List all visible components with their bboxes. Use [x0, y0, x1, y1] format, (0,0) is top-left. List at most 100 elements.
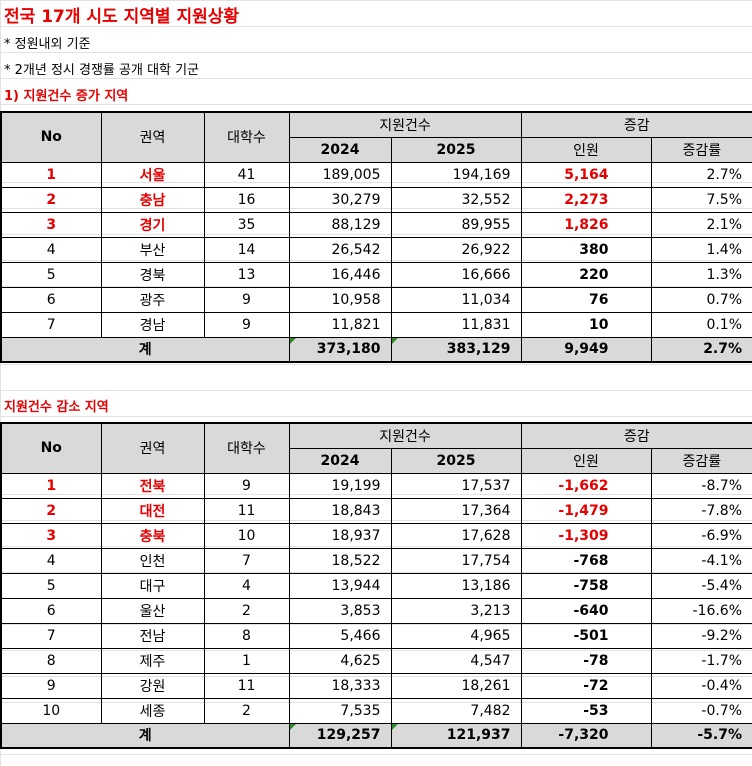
header-no: No	[0, 111, 102, 163]
cell-people: 5,164	[520, 161, 652, 188]
cell-people: 10	[520, 311, 652, 338]
cell-region: 충남	[100, 186, 205, 213]
total-label: 계	[0, 722, 290, 749]
cell-2024: 5,466	[288, 622, 392, 649]
cell-univ: 7	[203, 547, 290, 574]
cell-univ: 16	[203, 186, 290, 213]
total-row: 계 373,180 383,129 9,949 2.7%	[0, 336, 752, 363]
cell-rate: 2.1%	[650, 211, 752, 238]
total-2025: 383,129	[390, 336, 522, 363]
cell-people: 380	[520, 236, 652, 263]
header-apps: 지원건수	[288, 111, 522, 138]
cell-region: 대구	[100, 572, 205, 599]
table-row: 8 제주 1 4,625 4,547 -78 -1.7%	[0, 647, 752, 674]
cell-people: -501	[520, 622, 652, 649]
cell-univ: 9	[203, 311, 290, 338]
cell-2025: 89,955	[390, 211, 522, 238]
cell-people: -1,662	[520, 472, 652, 499]
cell-no: 7	[0, 622, 102, 649]
cell-no: 10	[0, 697, 102, 724]
cell-2024: 30,279	[288, 186, 392, 213]
table-row: 7 전남 8 5,466 4,965 -501 -9.2%	[0, 622, 752, 649]
cell-2025: 18,261	[390, 672, 522, 699]
cell-region: 전북	[100, 472, 205, 499]
cell-region: 강원	[100, 672, 205, 699]
cell-no: 4	[0, 547, 102, 574]
cell-univ: 2	[203, 697, 290, 724]
table-row: 1 전북 9 19,199 17,537 -1,662 -8.7%	[0, 472, 752, 499]
cell-rate: 1.4%	[650, 236, 752, 263]
cell-people: 76	[520, 286, 652, 313]
header-people: 인원	[520, 136, 652, 163]
cell-rate: -5.4%	[650, 572, 752, 599]
cell-rate: 7.5%	[650, 186, 752, 213]
cell-2025: 194,169	[390, 161, 522, 188]
table-row: 2 대전 11 18,843 17,364 -1,479 -7.8%	[0, 497, 752, 524]
cell-2024: 18,333	[288, 672, 392, 699]
cell-no: 1	[0, 161, 102, 188]
table-row: 7 경남 9 11,821 11,831 10 0.1%	[0, 311, 752, 338]
cell-region: 인천	[100, 547, 205, 574]
cell-2025: 11,034	[390, 286, 522, 313]
total-2024: 373,180	[288, 336, 392, 363]
cell-no: 7	[0, 311, 102, 338]
total-label: 계	[0, 336, 290, 363]
cell-region: 전남	[100, 622, 205, 649]
cell-2024: 19,199	[288, 472, 392, 499]
note-2: * 2개년 정시 경쟁률 공개 대학 기군	[4, 63, 200, 78]
cell-no: 6	[0, 597, 102, 624]
cell-2024: 189,005	[288, 161, 392, 188]
cell-people: -1,309	[520, 522, 652, 549]
cell-rate: -9.2%	[650, 622, 752, 649]
cell-no: 3	[0, 522, 102, 549]
cell-no: 5	[0, 572, 102, 599]
header-no: No	[0, 422, 102, 474]
cell-no: 4	[0, 236, 102, 263]
cell-people: -1,479	[520, 497, 652, 524]
cell-no: 9	[0, 672, 102, 699]
cell-rate: -8.7%	[650, 472, 752, 499]
cell-2024: 16,446	[288, 261, 392, 288]
cell-2024: 7,535	[288, 697, 392, 724]
header-2024: 2024	[288, 136, 392, 163]
cell-2024: 18,843	[288, 497, 392, 524]
cell-2025: 26,922	[390, 236, 522, 263]
cell-people: 220	[520, 261, 652, 288]
cell-2025: 13,186	[390, 572, 522, 599]
cell-people: -640	[520, 597, 652, 624]
cell-2024: 88,129	[288, 211, 392, 238]
cell-univ: 41	[203, 161, 290, 188]
cell-rate: -0.4%	[650, 672, 752, 699]
cell-univ: 4	[203, 572, 290, 599]
decrease-table: No 권역 대학수 지원건수 증감 2024 2025 인원 증감률 1 전북 9 1…	[0, 422, 752, 749]
cell-2024: 11,821	[288, 311, 392, 338]
cell-2024: 4,625	[288, 647, 392, 674]
header-2025: 2025	[390, 447, 522, 474]
cell-2025: 32,552	[390, 186, 522, 213]
cell-people: -53	[520, 697, 652, 724]
cell-people: 2,273	[520, 186, 652, 213]
cell-univ: 10	[203, 522, 290, 549]
cell-2025: 17,537	[390, 472, 522, 499]
table-row: 3 충북 10 18,937 17,628 -1,309 -6.9%	[0, 522, 752, 549]
page-title: 전국 17개 시도 지역별 지원상황	[4, 7, 240, 27]
cell-univ: 14	[203, 236, 290, 263]
cell-univ: 11	[203, 672, 290, 699]
cell-region: 서울	[100, 161, 205, 188]
cell-region: 경남	[100, 311, 205, 338]
cell-2025: 17,628	[390, 522, 522, 549]
cell-rate: -16.6%	[650, 597, 752, 624]
cell-region: 부산	[100, 236, 205, 263]
cell-no: 3	[0, 211, 102, 238]
cell-region: 울산	[100, 597, 205, 624]
table-row: 10 세종 2 7,535 7,482 -53 -0.7%	[0, 697, 752, 724]
section1-label: 1) 지원건수 증가 지역	[4, 89, 129, 104]
table-row: 5 대구 4 13,944 13,186 -758 -5.4%	[0, 572, 752, 599]
total-rate: 2.7%	[650, 336, 752, 363]
table-row: 4 부산 14 26,542 26,922 380 1.4%	[0, 236, 752, 263]
header-univ: 대학수	[203, 422, 290, 474]
header-people: 인원	[520, 447, 652, 474]
cell-people: -78	[520, 647, 652, 674]
header-region: 권역	[100, 111, 205, 163]
cell-2024: 10,958	[288, 286, 392, 313]
